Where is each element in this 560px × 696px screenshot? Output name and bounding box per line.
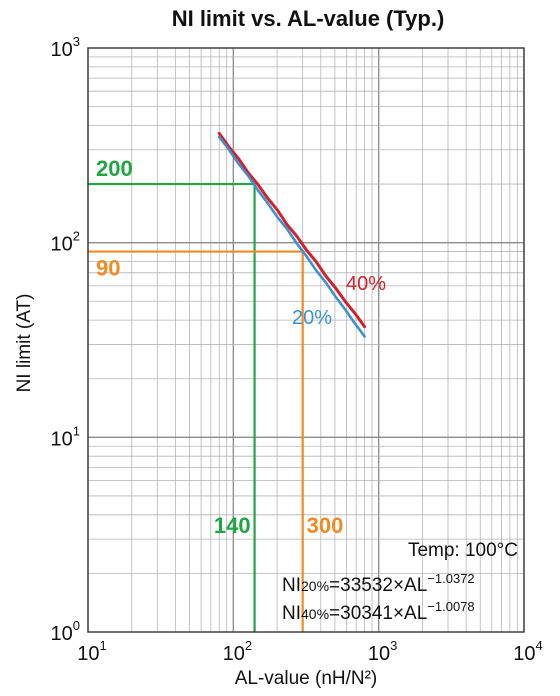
annotation-labels: 200 140 90 300 40% 20%: [96, 156, 386, 538]
formula-40-mid: =30341×AL: [329, 603, 427, 624]
formula-20-sup: −1.0372: [427, 571, 474, 586]
formula-20-sub: 20%: [301, 578, 329, 594]
plot-frame: [87, 47, 525, 633]
x-tick-label: 102: [223, 638, 252, 665]
reference-line: [88, 250, 304, 632]
formula-20: NI20%=33532×AL−1.0372: [282, 571, 475, 596]
reference-x-label: 300: [307, 513, 344, 538]
formula-40: NI40%=30341×AL−1.0078: [282, 599, 475, 624]
formula-20-mid: =33532×AL: [329, 575, 427, 596]
series: [217, 131, 367, 338]
y-axis-label: NI limit (AT): [14, 294, 35, 393]
formula-20-prefix: NI: [282, 575, 301, 596]
x-tick-label: 104: [513, 638, 542, 665]
reference-x-label: 140: [214, 513, 251, 538]
chart-title: NI limit vs. AL-value (Typ.): [172, 6, 445, 31]
y-tick-label: 101: [51, 423, 80, 450]
series-label: 20%: [292, 307, 332, 329]
y-tick-label: 102: [51, 229, 80, 256]
series-line: [217, 131, 367, 329]
x-axis-label: AL-value (nH/N²): [235, 668, 378, 689]
formula-40-sup: −1.0078: [427, 599, 474, 614]
reference-y-label: 200: [96, 156, 133, 181]
reference-lines: [88, 182, 304, 632]
x-tick-label: 103: [368, 638, 397, 665]
y-tick-label: 100: [51, 618, 80, 645]
temperature-note: Temp: 100°C: [408, 540, 518, 561]
formula-40-prefix: NI: [282, 603, 301, 624]
reference-y-label: 90: [96, 256, 120, 281]
formula-40-sub: 40%: [301, 606, 329, 622]
series-line: [217, 135, 366, 338]
x-tick-label: 101: [77, 638, 106, 665]
series-label: 40%: [346, 273, 386, 295]
y-tick-label: 103: [51, 34, 80, 61]
